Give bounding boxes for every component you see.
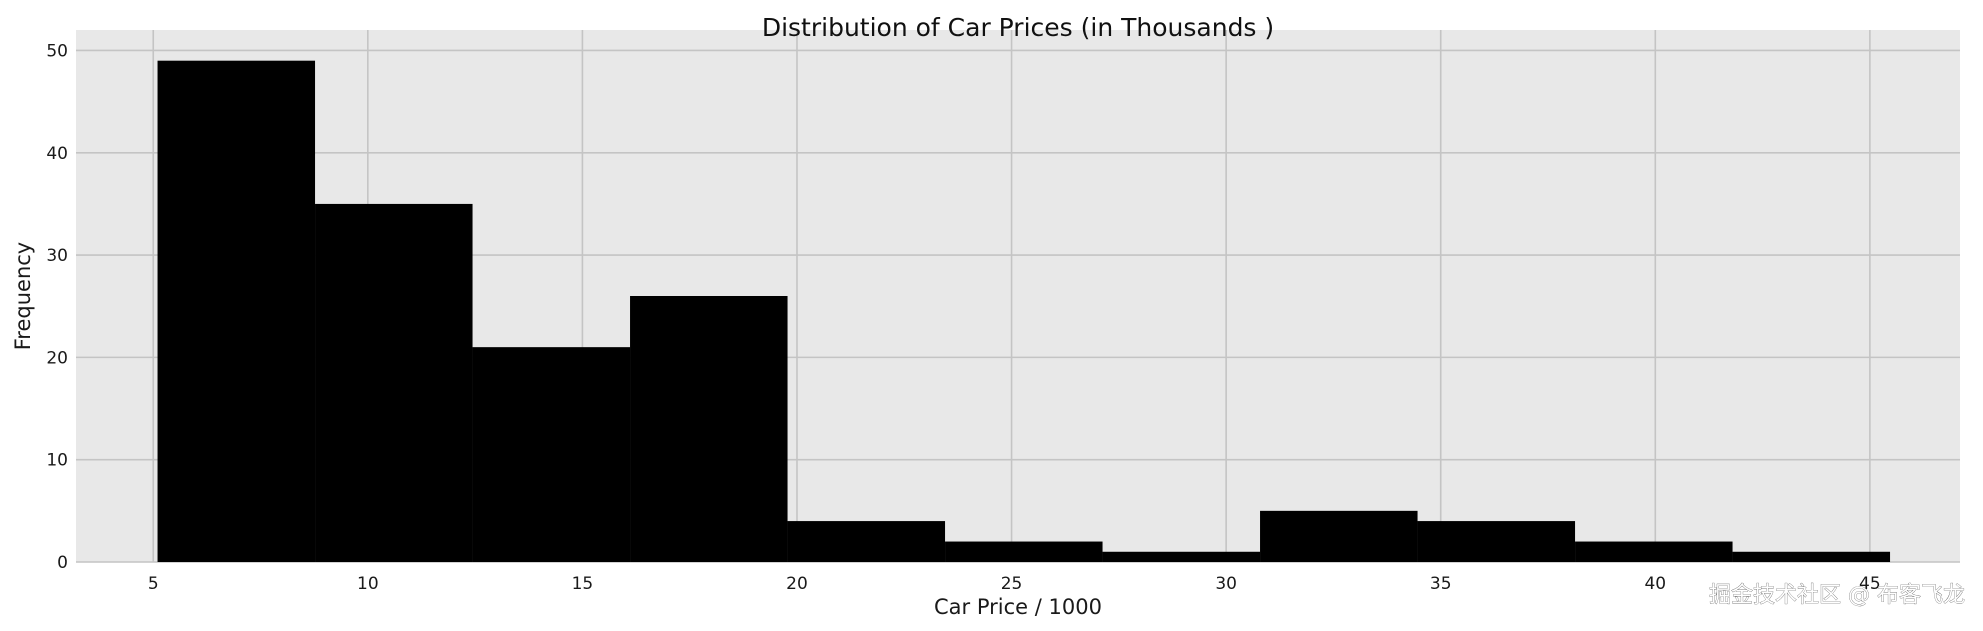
histogram-bar xyxy=(787,521,946,562)
x-tick-label: 35 xyxy=(1430,574,1452,594)
x-tick-label: 45 xyxy=(1859,574,1881,594)
x-tick-label: 5 xyxy=(148,574,159,594)
histogram-bar xyxy=(1102,551,1261,562)
histogram-bar xyxy=(630,296,788,562)
x-axis-label: Car Price / 1000 xyxy=(934,595,1102,619)
y-tick-label: 50 xyxy=(46,41,68,61)
x-tick-label: 15 xyxy=(572,574,594,594)
x-axis-ticks: 5 10 15 20 25 30 35 40 45 xyxy=(148,574,1881,594)
y-tick-label: 40 xyxy=(46,144,68,164)
chart-title: Distribution of Car Prices (in Thousands… xyxy=(762,13,1274,42)
x-tick-label: 30 xyxy=(1215,574,1237,594)
histogram-bar xyxy=(1732,551,1891,562)
histogram-bar xyxy=(157,60,316,562)
histogram-bar xyxy=(1417,521,1576,562)
histogram-bar xyxy=(472,347,631,562)
y-axis-ticks: 0 10 20 30 40 50 xyxy=(46,41,68,573)
histogram-bar xyxy=(945,541,1103,562)
y-tick-label: 0 xyxy=(57,553,68,573)
watermark-text: 掘金技术社区 @ 布客飞龙 xyxy=(1709,583,1965,608)
y-tick-label: 30 xyxy=(46,246,68,266)
histogram-bar xyxy=(315,203,473,562)
x-tick-label: 25 xyxy=(1001,574,1023,594)
y-axis-label: Frequency xyxy=(11,242,35,351)
x-tick-label: 10 xyxy=(357,574,379,594)
y-tick-label: 20 xyxy=(46,348,68,368)
y-tick-label: 10 xyxy=(46,451,68,471)
x-tick-label: 40 xyxy=(1644,574,1666,594)
histogram-bars xyxy=(157,60,1891,562)
histogram-bar xyxy=(1260,510,1418,562)
histogram-bar xyxy=(1575,541,1733,562)
x-tick-label: 20 xyxy=(786,574,808,594)
